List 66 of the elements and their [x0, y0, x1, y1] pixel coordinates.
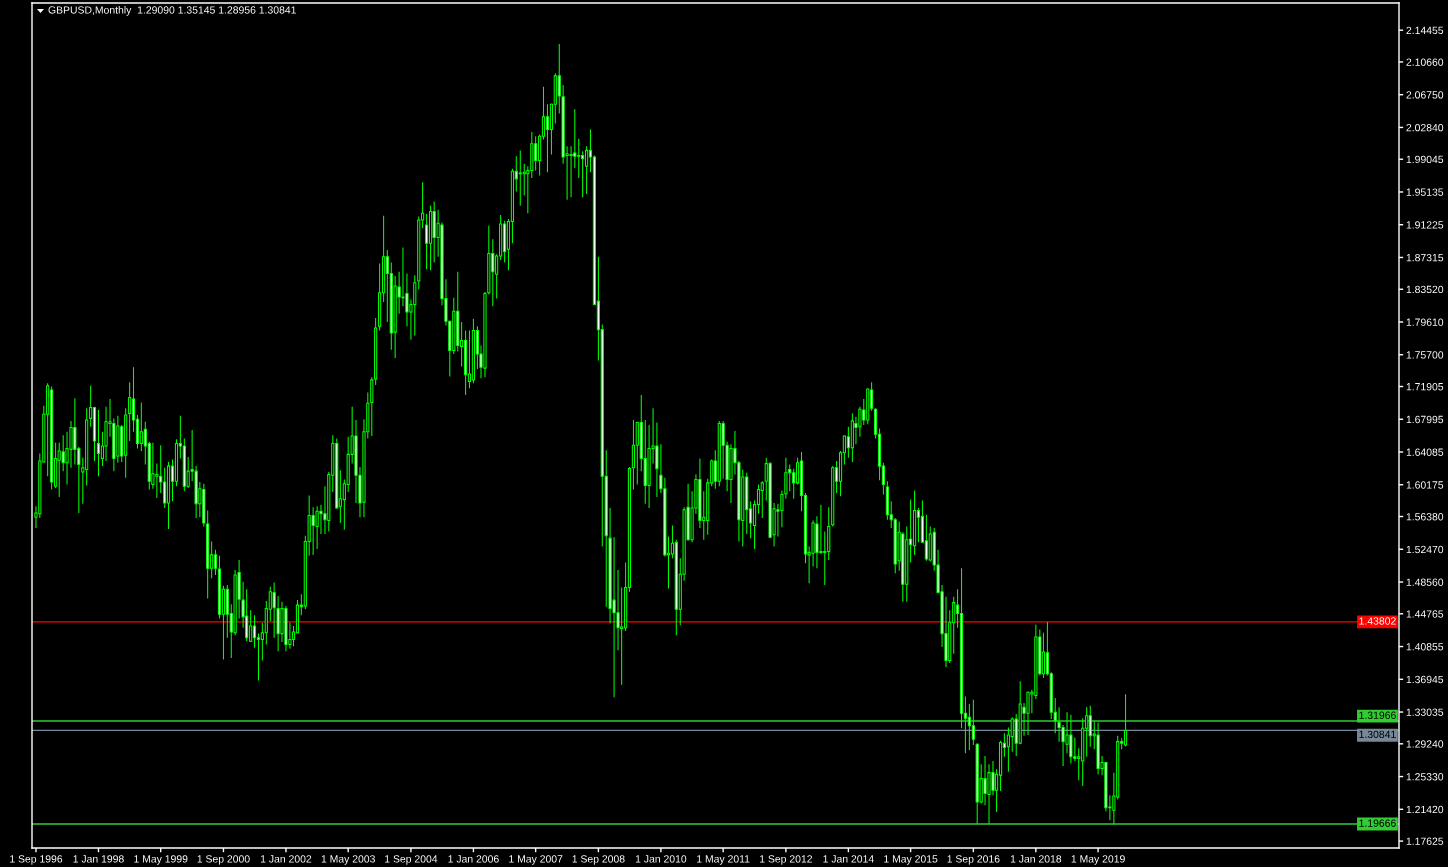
candlestick — [284, 605, 288, 652]
x-tick-label: 1 Sep 2012 — [760, 855, 813, 865]
y-tick-label: 2.10660 — [1406, 58, 1444, 66]
candlestick — [124, 407, 128, 479]
y-tick-label: 1.40855 — [1406, 643, 1444, 651]
candlestick — [631, 419, 636, 491]
x-tick-label: 1 May 2019 — [1071, 855, 1125, 865]
candlestick — [1026, 690, 1030, 736]
candlestick — [717, 420, 721, 487]
y-tick-label: 2.02840 — [1406, 123, 1444, 132]
y-tick-label: 1.17625 — [1406, 837, 1444, 845]
y-tick-label: 2.06750 — [1406, 91, 1444, 99]
y-tick-label: 1.83520 — [1406, 285, 1444, 294]
candlestick — [760, 480, 764, 519]
x-tick-label: 1 Sep 1996 — [10, 855, 63, 865]
x-tick-label: 1 Jan 2014 — [823, 855, 874, 863]
x-tick-label: 1 May 1999 — [134, 855, 188, 865]
x-tick-label: 1 May 2011 — [697, 855, 750, 865]
candlestick — [831, 465, 835, 527]
y-tick-label: 1.91225 — [1406, 221, 1444, 229]
y-tick-label: 1.99045 — [1406, 155, 1444, 164]
x-tick-label: 1 Jan 2010 — [635, 855, 687, 863]
candlestick — [518, 149, 522, 207]
x-tick-label: 1 Jan 2006 — [448, 855, 499, 863]
y-tick-label: 1.64085 — [1406, 448, 1444, 456]
ref-line-label: 1.31966 — [1359, 711, 1396, 719]
candlestick — [471, 318, 476, 384]
x-tick-label: 1 Sep 2004 — [385, 855, 438, 865]
candlestick — [850, 412, 854, 463]
y-tick-label: 1.56380 — [1406, 513, 1444, 521]
candlestick — [1096, 721, 1100, 775]
ref-line-label: 1.43802 — [1359, 617, 1396, 625]
candlestick — [96, 409, 101, 477]
y-tick-label: 1.36945 — [1406, 675, 1444, 684]
y-tick-label: 1.44765 — [1406, 610, 1444, 618]
y-tick-label: 1.21420 — [1406, 805, 1444, 814]
ref-line-label: 1.30841 — [1359, 730, 1396, 739]
y-tick-label: 1.75700 — [1406, 351, 1444, 359]
x-tick-label: 1 Sep 2016 — [947, 855, 1000, 865]
y-tick-label: 1.71905 — [1406, 383, 1444, 391]
candlestick — [1069, 714, 1073, 764]
x-tick-label: 1 Jan 1998 — [73, 855, 124, 863]
x-tick-label: 1 May 2003 — [321, 855, 375, 865]
ref-line-label: 1.19666 — [1359, 819, 1396, 827]
x-tick-label: 1 Sep 2000 — [197, 855, 250, 865]
y-tick-label: 1.67995 — [1406, 415, 1444, 424]
y-tick-label: 1.29240 — [1406, 740, 1444, 748]
y-tick-label: 1.48560 — [1406, 578, 1444, 586]
y-tick-label: 2.14455 — [1406, 26, 1444, 35]
y-tick-label: 1.60175 — [1406, 481, 1444, 489]
y-tick-label: 1.87315 — [1406, 253, 1444, 262]
x-tick-label: 1 May 2015 — [884, 855, 938, 865]
candlestick — [50, 386, 54, 491]
candlestick — [1123, 693, 1128, 747]
x-tick-label: 1 May 2007 — [509, 855, 563, 865]
candlestick — [428, 205, 433, 271]
y-tick-label: 1.33035 — [1406, 708, 1444, 716]
y-tick-label: 1.95135 — [1406, 188, 1444, 196]
y-tick-label: 1.79610 — [1406, 318, 1444, 326]
x-tick-label: 1 Jan 2002 — [260, 855, 312, 863]
x-tick-label: 1 Jan 2018 — [1010, 855, 1062, 863]
chart-title: GBPUSD,Monthly 1.29090 1.35145 1.28956 1.30841 — [48, 6, 296, 16]
x-tick-label: 1 Sep 2008 — [572, 855, 625, 865]
y-tick-label: 1.25330 — [1406, 773, 1444, 781]
candlestick — [166, 461, 171, 530]
y-tick-label: 1.52470 — [1406, 545, 1444, 554]
